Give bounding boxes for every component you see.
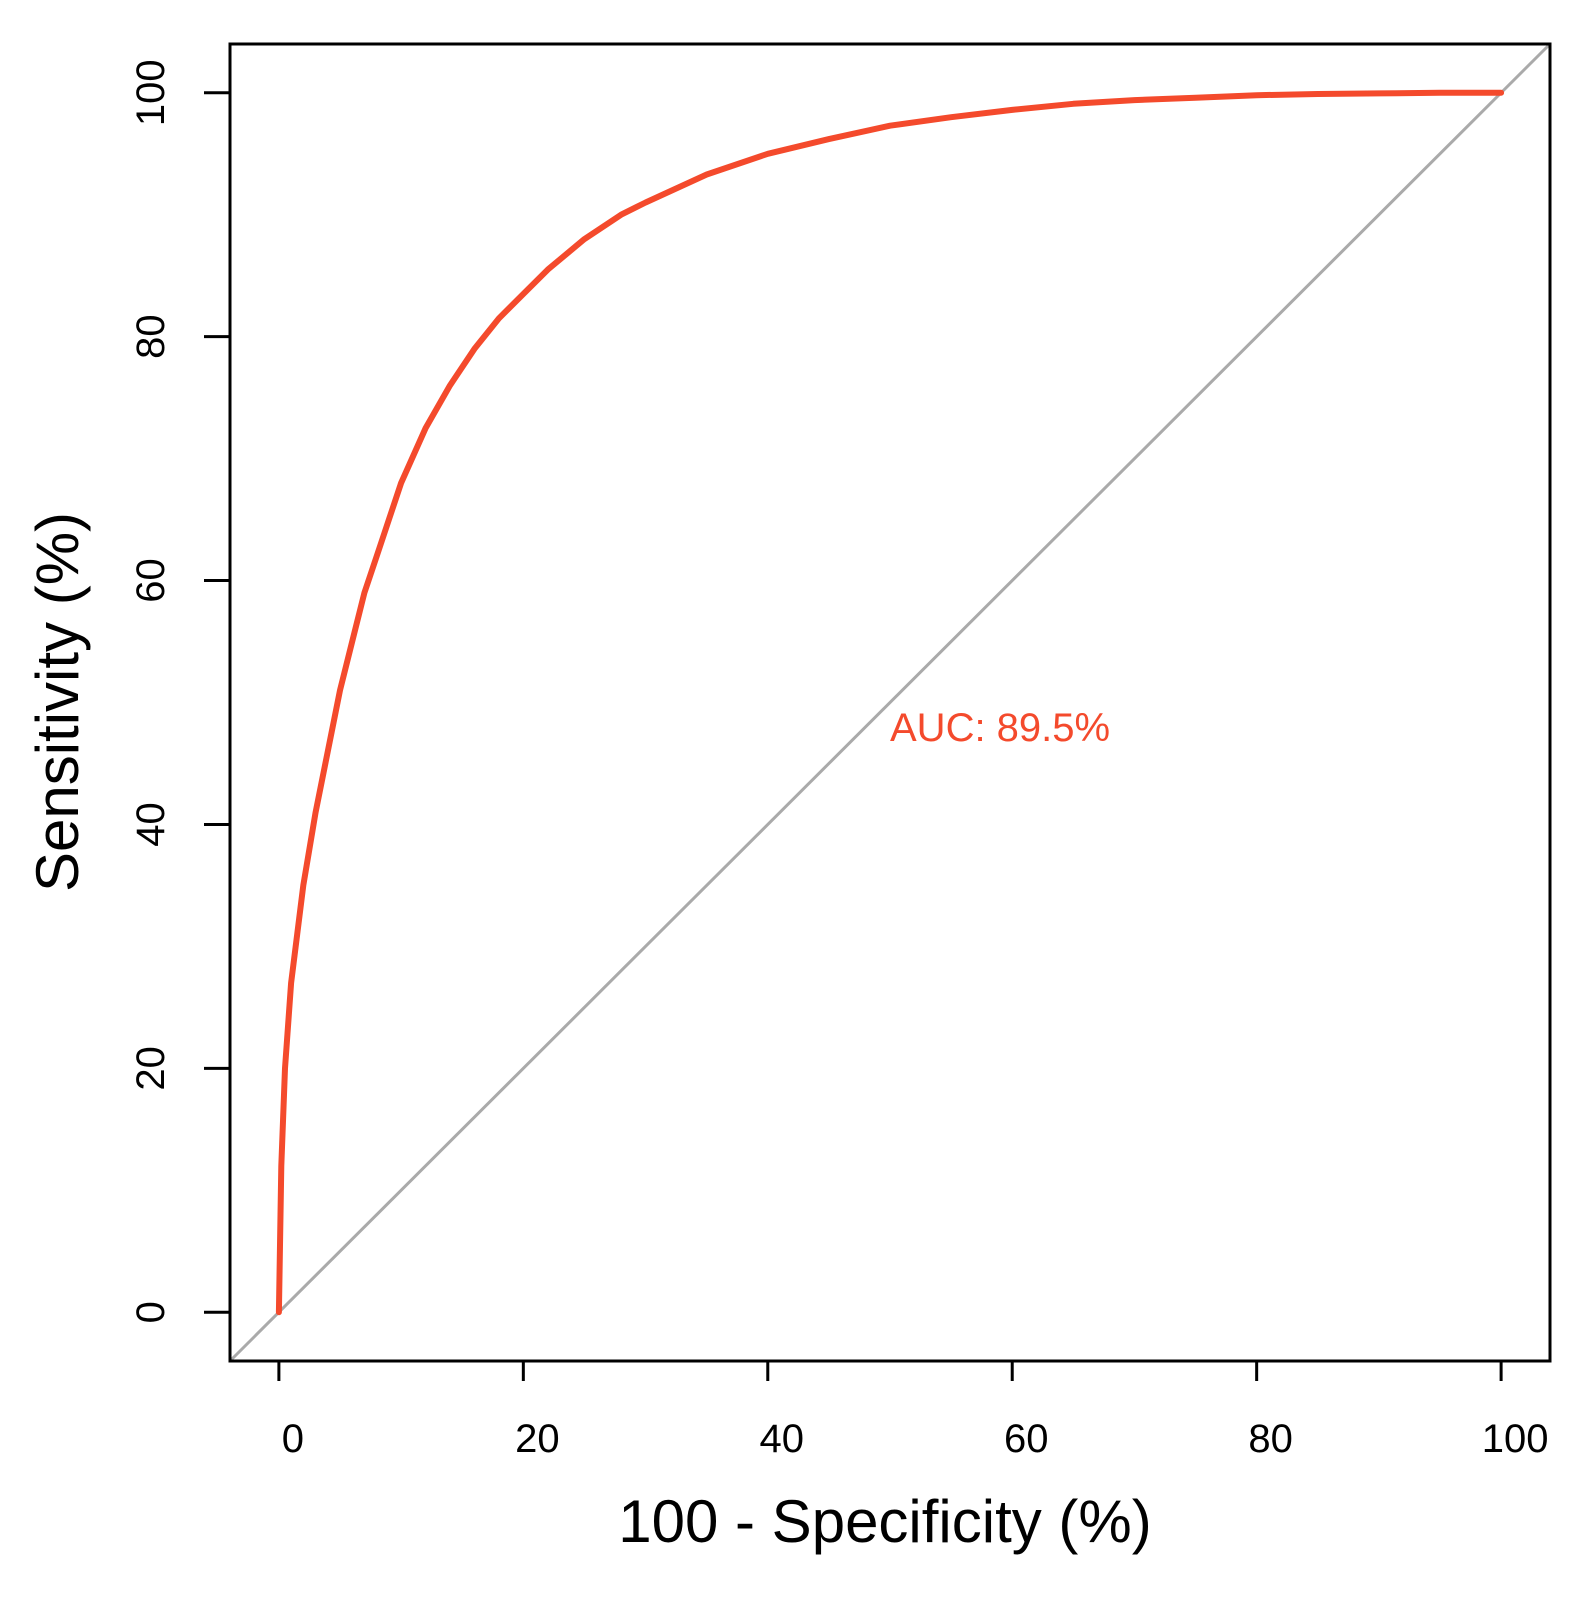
- x-axis: 0 20 40 60 80 100: [277, 1359, 1549, 1461]
- roc-curve-layer: [275, 89, 1505, 1316]
- reference-diagonal-line: [228, 42, 1552, 1363]
- x-tick-label: 40: [760, 1417, 805, 1461]
- y-tick-label: 100: [129, 59, 173, 126]
- y-tick-label: 80: [129, 314, 173, 359]
- y-tick-label: 40: [129, 802, 173, 847]
- x-tick-label: 60: [1004, 1417, 1049, 1461]
- y-axis: 0 20 40 60 80 100: [129, 59, 232, 1323]
- x-axis-title: 100 - Specificity (%): [618, 1488, 1152, 1555]
- roc-curve-line: [275, 89, 1505, 1316]
- auc-annotation: AUC: 89.5%: [890, 706, 1110, 750]
- x-tick-label: 80: [1248, 1417, 1293, 1461]
- x-tick-label: 20: [515, 1417, 560, 1461]
- y-tick-label: 60: [129, 558, 173, 603]
- y-tick-label: 20: [129, 1046, 173, 1091]
- annotation-layer: AUC: 89.5%: [890, 706, 1110, 750]
- y-axis-title: Sensitivity (%): [24, 512, 91, 892]
- reference-line-layer: [228, 42, 1552, 1363]
- x-tick-label: 100: [1482, 1417, 1549, 1461]
- x-tick-label: 0: [282, 1417, 304, 1461]
- y-tick-label: 0: [129, 1301, 173, 1323]
